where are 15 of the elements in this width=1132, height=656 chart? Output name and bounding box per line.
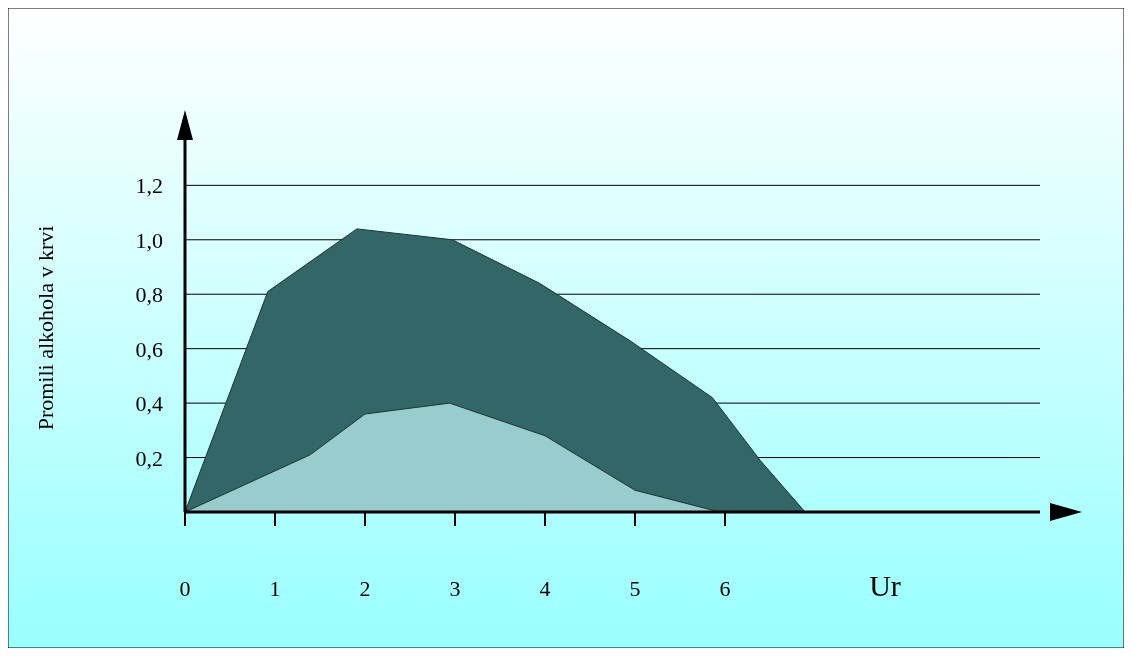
x-axis-title: Ur — [869, 569, 901, 602]
y-axis-title: Promili alkohola v krvi — [33, 225, 58, 431]
y-tick-label: 0,4 — [135, 391, 163, 417]
y-tick-label: 0,6 — [135, 336, 163, 362]
x-tick-label: 0 — [179, 576, 191, 601]
x-tick-label: 1 — [269, 576, 281, 601]
y-tick-label: 0,8 — [135, 282, 163, 308]
y-tick-label: 1,0 — [135, 227, 163, 253]
x-tick-label: 2 — [359, 576, 371, 601]
x-tick-label: 5 — [629, 576, 641, 601]
y-tick-label: 1,2 — [135, 173, 163, 199]
x-tick-label: 6 — [719, 576, 731, 601]
y-tick-label: 0,2 — [135, 445, 163, 471]
x-tick-label: 4 — [539, 576, 551, 601]
x-tick-label: 3 — [449, 576, 461, 601]
